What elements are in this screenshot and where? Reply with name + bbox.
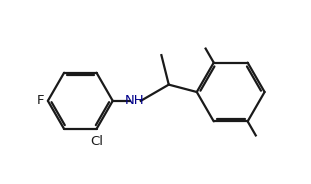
Text: Cl: Cl [90,135,103,148]
Text: F: F [37,94,44,107]
Text: NH: NH [125,94,145,107]
